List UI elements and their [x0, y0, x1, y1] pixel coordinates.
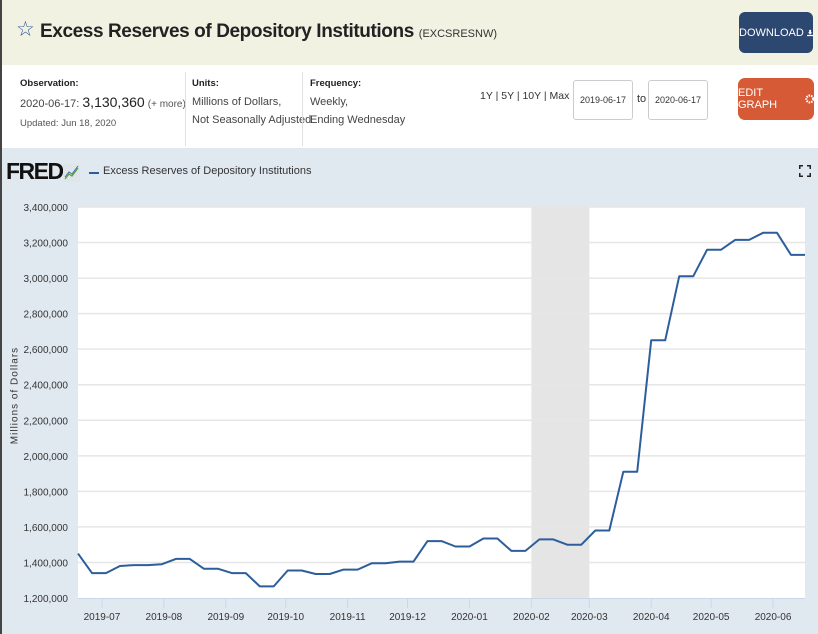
line-chart: 1,200,000 1,400,000 1,600,000 1,800,000 2,00…: [24, 203, 805, 623]
y-tick-label: 1,800,000: [24, 487, 69, 498]
window-edge: [0, 0, 2, 634]
range-separator: |: [543, 90, 547, 102]
fred-logo: FRED: [6, 158, 64, 184]
download-button[interactable]: DOWNLOAD: [739, 12, 813, 53]
range-separator: |: [516, 90, 520, 102]
x-tick-label: 2020-04: [633, 612, 670, 623]
x-tick-label: 2020-05: [693, 612, 730, 623]
x-tick-label: 2019-12: [389, 612, 426, 623]
x-tick-label: 2019-10: [267, 612, 304, 623]
observation-value: 3,130,360: [82, 94, 145, 110]
y-tick-label: 3,200,000: [24, 239, 69, 250]
download-label: DOWNLOAD: [739, 26, 804, 39]
range-selector: 1Y | 5Y | 10Y | Max: [480, 90, 569, 102]
x-tick-label: 2019-09: [207, 612, 244, 623]
frequency-label: Frequency:: [310, 78, 362, 89]
divider: [302, 72, 303, 146]
legend-label: Excess Reserves of Depository Institutio…: [103, 165, 312, 177]
x-tick-label: 2020-02: [513, 612, 550, 623]
units-label: Units:: [192, 78, 219, 89]
y-tick-label: 1,600,000: [24, 523, 69, 534]
x-tick-label: 2019-08: [146, 612, 183, 623]
recession-shading: [531, 207, 590, 598]
y-tick-label: 1,200,000: [24, 594, 69, 605]
y-tick-label: 3,000,000: [24, 274, 69, 285]
y-tick-label: 2,200,000: [24, 416, 69, 427]
more-observations-link[interactable]: (+ more): [147, 99, 186, 110]
frequency-line1: Weekly,: [310, 96, 349, 108]
frequency-block: Frequency: Weekly, Ending Wednesday: [310, 78, 405, 129]
range-5y[interactable]: 5Y: [501, 90, 514, 102]
edit-graph-button[interactable]: EDIT GRAPH: [738, 78, 814, 120]
units-line2: Not Seasonally Adjusted: [192, 114, 312, 126]
observation-label: Observation:: [20, 78, 79, 89]
series-line: [77, 231, 805, 588]
y-tick-label: 2,800,000: [24, 310, 69, 321]
title-bar: [2, 0, 818, 65]
y-tick-label: 1,400,000: [24, 558, 69, 569]
end-date-input[interactable]: 2020-06-17: [648, 80, 708, 120]
y-tick-label: 2,600,000: [24, 345, 69, 356]
y-tick-label: 3,400,000: [24, 203, 69, 214]
series-title: Excess Reserves of Depository Institutio…: [40, 20, 497, 46]
divider: [185, 72, 186, 146]
to-label: to: [637, 93, 647, 105]
range-10y[interactable]: 10Y: [522, 90, 541, 102]
x-tick-label: 2020-03: [571, 612, 608, 623]
series-title-text: Excess Reserves of Depository Institutio…: [40, 21, 414, 42]
range-max[interactable]: Max: [549, 90, 570, 102]
x-tick-label: 2019-07: [84, 612, 121, 623]
x-tick-label: 2020-06: [755, 612, 792, 623]
observation-date: 2020-06-17:: [20, 98, 80, 110]
x-tick-label: 2020-01: [451, 612, 488, 623]
range-separator: |: [495, 90, 499, 102]
frequency-line2: Ending Wednesday: [310, 114, 406, 126]
series-id: (EXCSRESNW): [418, 28, 498, 40]
observation-block: Observation: 2020-06-17: 3,130,360 (+ mo…: [20, 78, 186, 133]
units-line1: Millions of Dollars,: [192, 96, 282, 108]
y-tick-label: 2,000,000: [24, 452, 69, 463]
units-block: Units: Millions of Dollars, Not Seasonal…: [192, 78, 311, 129]
favorite-star-icon[interactable]: ☆: [16, 18, 35, 41]
x-tick-label: 2019-11: [330, 612, 366, 623]
range-1y[interactable]: 1Y: [480, 90, 493, 102]
updated-date: Updated: Jun 18, 2020: [20, 118, 117, 129]
download-icon: [806, 29, 813, 36]
plot-area: [78, 207, 805, 598]
gear-icon: [804, 94, 814, 104]
start-date-input[interactable]: 2019-06-17: [573, 80, 633, 120]
legend-swatch: [89, 172, 99, 174]
edit-graph-label: EDIT GRAPH: [738, 87, 778, 111]
fullscreen-icon[interactable]: [799, 165, 811, 177]
y-tick-label: 2,400,000: [24, 381, 69, 392]
fred-chart-icon: [63, 164, 80, 182]
